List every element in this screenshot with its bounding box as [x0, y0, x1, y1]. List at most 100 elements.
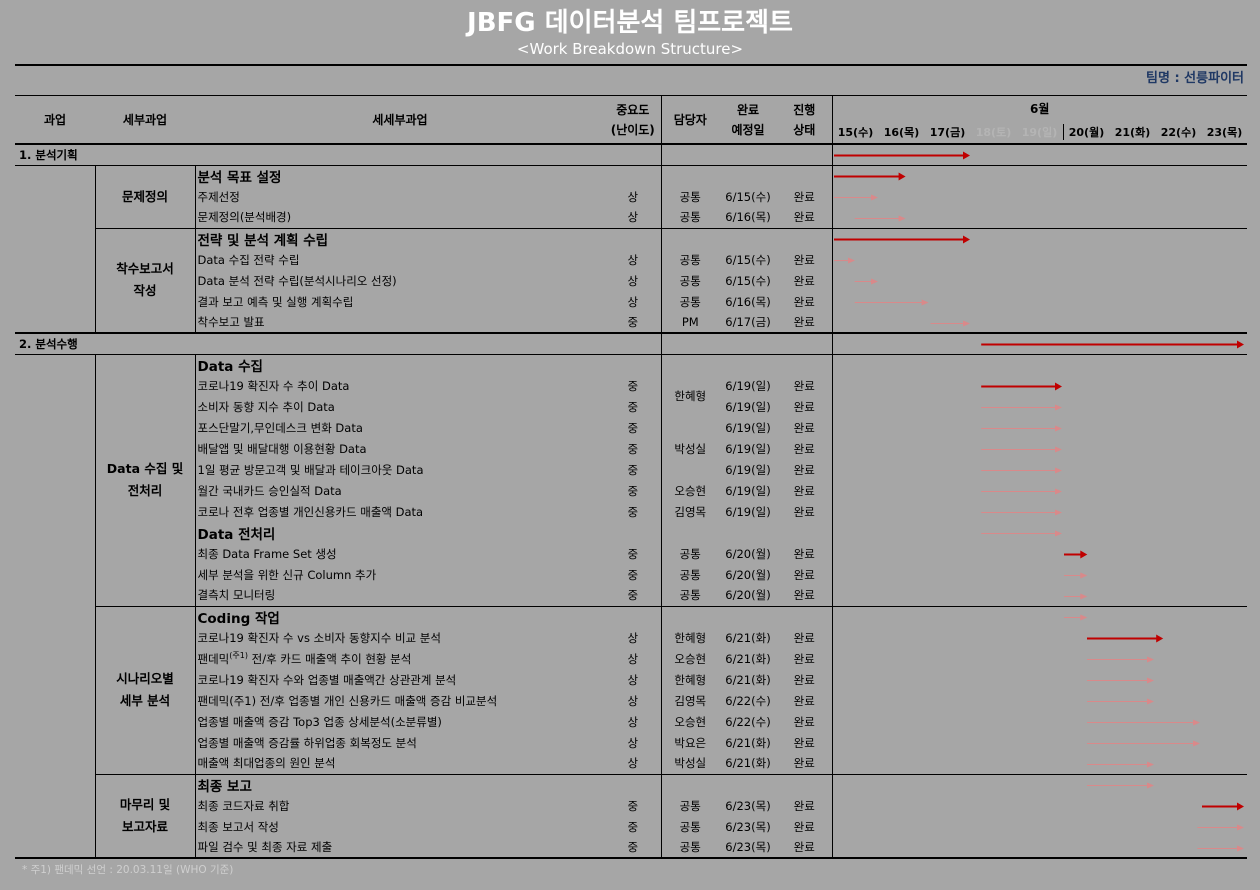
date-23: 23(목)	[1206, 125, 1243, 139]
task-due: 6/21(화)	[725, 672, 771, 687]
task-header-row: 시나리오별 세부 분석 Coding 작업	[15, 606, 1247, 774]
task-label: 1일 평균 방문고객 및 배달과 테이크아웃 Data	[197, 462, 424, 477]
col-phase-header: 과업	[15, 96, 95, 144]
title-divider	[15, 64, 1247, 66]
task-due: 6/22(수)	[725, 714, 771, 729]
task-owner: 김영목	[660, 690, 719, 711]
date-header-row: 15(수) 16(목) 17(금) 18(토) 19(일) 20(월) 21(화…	[831, 120, 1247, 144]
task-importance: 중	[627, 504, 639, 519]
task-row: Data 분석 전략 수립(분석시나리오 선정) 상 공통 6/15(수) 완료	[15, 270, 1247, 291]
group-scenario-analysis: 시나리오별 세부 분석	[95, 606, 196, 774]
task-header-label: 최종 보고	[197, 778, 252, 795]
col-status-header: 진행 상태	[777, 96, 832, 144]
wbs-table: 과업 세부과업 세세부과업 중요도 (난이도) 담당자 완료 예정일 진행 상태…	[15, 96, 1247, 859]
task-label: 결과 보고 예측 및 실행 계획수립	[197, 294, 354, 309]
task-due: 6/21(화)	[725, 756, 771, 771]
task-row: 주제선정 상 공통 6/15(수) 완료	[15, 186, 1247, 207]
task-importance: 중	[627, 819, 639, 834]
task-importance: 상	[627, 252, 639, 267]
task-label: 팬데믹(주1) 전/후 업종별 개인 신용카드 매출액 증감 비교분석	[197, 693, 498, 708]
task-header-label: Data 수집	[197, 358, 263, 375]
phase-label: 1. 분석기획	[19, 147, 78, 162]
task-importance: 중	[627, 567, 639, 582]
task-header-label: 분석 목표 설정	[197, 169, 282, 186]
task-owner: 한혜형	[660, 669, 719, 690]
task-row: 업종별 매출액 증감 Top3 업종 상세분석(소분류별) 상 오승현 6/22…	[15, 711, 1247, 732]
task-row: 팬데믹(주1) 전/후 업종별 개인 신용카드 매출액 증감 비교분석 상 김영…	[15, 690, 1247, 711]
task-status: 완료	[793, 210, 815, 225]
task-status: 완료	[793, 273, 815, 288]
col-subphase-header: 세부과업	[95, 96, 195, 144]
task-row: 코로나 전후 업종별 개인신용카드 매출액 Data 중 김영목 6/19(일)…	[15, 501, 1247, 522]
task-due: 6/21(화)	[725, 630, 771, 645]
task-label: 최종 코드자료 취합	[197, 798, 290, 813]
col-owner-header: 담당자	[660, 96, 719, 144]
task-status: 완료	[793, 294, 815, 309]
task-row: 결측치 모니터링 중 공통 6/20(월) 완료	[15, 585, 1247, 606]
task-row: 코로나19 확진자 수와 업종별 매출액간 상관관계 분석 상 한혜형 6/21…	[15, 669, 1247, 690]
task-label: Data 수집 전략 수립	[197, 252, 300, 267]
task-due: 6/21(화)	[725, 651, 771, 666]
task-due: 6/20(월)	[725, 567, 771, 582]
task-row: 업종별 매출액 증감률 하위업종 회복정도 분석 상 박요은 6/21(화) 완…	[15, 732, 1247, 753]
task-row: 파일 검수 및 최종 자료 제출 중 공통 6/23(목) 완료	[15, 837, 1247, 858]
task-importance: 상	[627, 672, 639, 687]
date-20: 20(월)	[1062, 123, 1110, 140]
task-due: 6/20(월)	[725, 546, 771, 561]
task-row: 코로나19 확진자 수 추이 Data 중 한혜형 6/19(일) 완료	[15, 375, 1247, 417]
task-owner: 박성실	[660, 753, 719, 774]
task-label: 배달앱 및 배달대행 이용현황 Data	[197, 441, 367, 456]
task-row: 최종 보고서 작성 중 공통 6/23(목) 완료	[15, 816, 1247, 837]
task-due: 6/16(목)	[725, 294, 771, 309]
date-15: 15(수)	[837, 125, 874, 139]
phase-row: 1. 분석기획	[15, 144, 1247, 165]
task-status: 완료	[793, 420, 815, 435]
task-due: 6/15(수)	[725, 189, 771, 204]
task-owner: 공통	[660, 795, 719, 816]
task-label: 최종 Data Frame Set 생성	[197, 546, 337, 561]
task-owner: 공통	[660, 585, 719, 606]
task-header-row: 마무리 및 보고자료 최종 보고	[15, 774, 1247, 858]
task-owner: 박성실	[660, 417, 719, 480]
task-label: Data 분석 전략 수립(분석시나리오 선정)	[197, 273, 397, 288]
task-importance: 상	[627, 714, 639, 729]
task-label: 코로나19 확진자 수 추이 Data	[197, 378, 350, 393]
task-row: 매출액 최대업종의 원인 분석 상 박성실 6/21(화) 완료	[15, 753, 1247, 774]
task-due: 6/23(목)	[725, 819, 771, 834]
task-status: 완료	[793, 567, 815, 582]
task-label: 포스단말기,무인데스크 변화 Data	[197, 420, 363, 435]
team-name: 팀명 : 선릉파이터	[1146, 71, 1244, 86]
task-owner: 공통	[660, 816, 719, 837]
task-owner: 오승현	[660, 480, 719, 501]
task-owner: 오승현	[660, 711, 719, 732]
task-label: 코로나19 확진자 수 vs 소비자 동향지수 비교 분석	[197, 630, 441, 645]
date-22: 22(수)	[1160, 125, 1197, 139]
task-status: 완료	[793, 819, 815, 834]
task-due: 6/17(금)	[725, 315, 771, 329]
col-importance-line2: (난이도)	[610, 122, 655, 137]
task-status: 완료	[793, 672, 815, 687]
phase-row: 2. 분석수행	[15, 333, 1247, 354]
task-due: 6/19(일)	[725, 399, 771, 414]
task-row: 팬데믹(주1) 전/후 카드 매출액 추이 현황 분석 상 오승현 6/21(화…	[15, 648, 1247, 669]
task-row: 결과 보고 예측 및 실행 계획수립 상 공통 6/16(목) 완료	[15, 291, 1247, 312]
task-importance: 중	[627, 462, 639, 477]
task-label: 코로나 전후 업종별 개인신용카드 매출액 Data	[197, 504, 424, 519]
task-due: 6/19(일)	[725, 483, 771, 498]
task-row: 최종 코드자료 취합 중 공통 6/23(목) 완료	[15, 795, 1247, 816]
task-status: 완료	[793, 504, 815, 519]
date-19: 19(일)	[1021, 125, 1058, 139]
date-18: 18(토)	[975, 125, 1012, 139]
group-scenario-line1: 시나리오별	[116, 671, 174, 686]
task-status: 완료	[793, 462, 815, 477]
task-label: 착수보고 발표	[197, 315, 265, 329]
task-importance: 중	[627, 840, 639, 854]
task-importance: 중	[627, 315, 639, 329]
month-header: 6월	[831, 96, 1247, 120]
task-due: 6/15(수)	[725, 273, 771, 288]
task-header-row: Data 수집 및 전처리 Data 수집	[15, 354, 1247, 858]
task-header-row: 착수보고서 작성 전략 및 분석 계획 수립	[15, 228, 1247, 333]
col-importance-header: 중요도 (난이도)	[605, 96, 661, 144]
task-row: 문제정의(분석배경) 상 공통 6/16(목) 완료	[15, 207, 1247, 228]
task-status: 완료	[793, 588, 815, 603]
